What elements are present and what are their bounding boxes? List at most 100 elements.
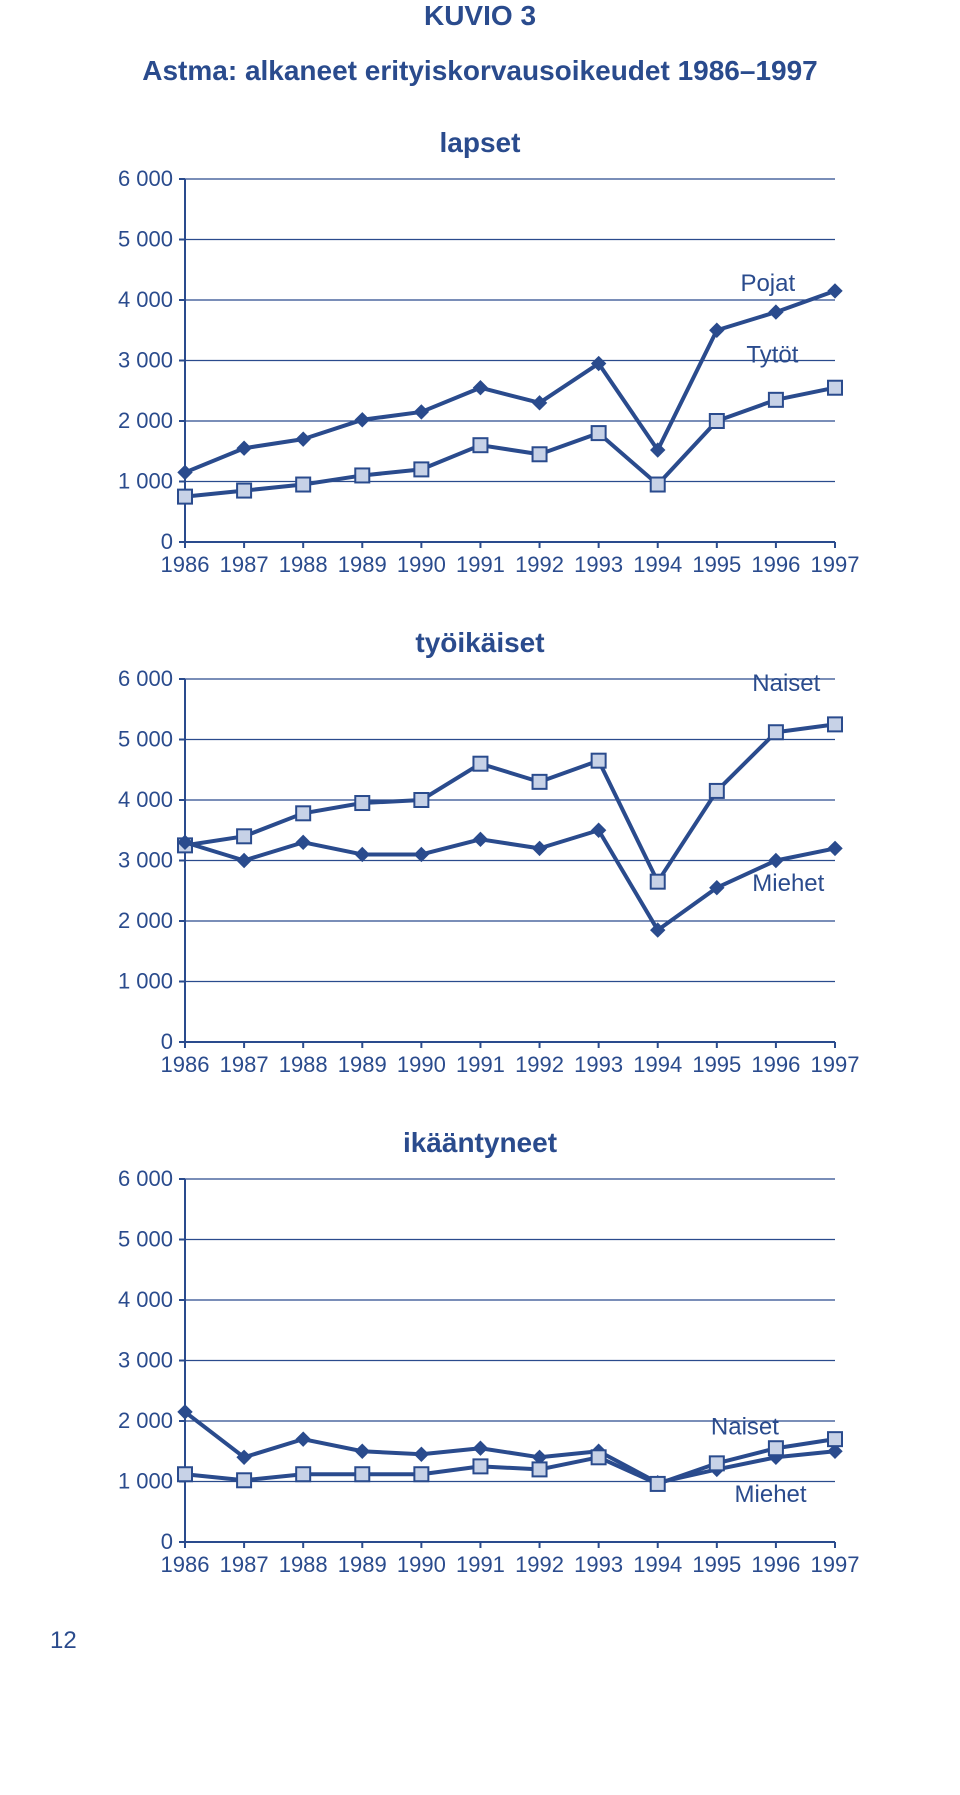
- x-tick-label: 1996: [751, 1052, 800, 1077]
- x-tick-label: 1992: [515, 1552, 564, 1577]
- x-tick-label: 1989: [338, 1052, 387, 1077]
- marker-square: [828, 1432, 842, 1446]
- y-tick-label: 2 000: [118, 1408, 173, 1433]
- series-label: Miehet: [735, 1481, 807, 1508]
- chart-bg: [100, 1167, 860, 1597]
- x-tick-label: 1987: [220, 552, 269, 577]
- x-tick-label: 1988: [279, 1052, 328, 1077]
- marker-square: [473, 438, 487, 452]
- chart-slot-tyoikaiset: työikäiset 0 1 000 2 000 3 000 4 000 5 000 6 0…: [50, 627, 910, 1097]
- marker-square: [237, 1474, 251, 1488]
- y-tick-label: 4 000: [118, 1287, 173, 1312]
- marker-square: [828, 718, 842, 732]
- series-label: Naiset: [752, 670, 820, 697]
- x-tick-label: 1993: [574, 552, 623, 577]
- x-tick-label: 1994: [633, 1052, 682, 1077]
- x-tick-label: 1991: [456, 552, 505, 577]
- page-number: 12: [50, 1627, 910, 1655]
- y-tick-label: 6 000: [118, 1167, 173, 1191]
- y-tick-label: 5 000: [118, 227, 173, 252]
- series-label: Tytöt: [746, 342, 798, 369]
- x-tick-label: 1994: [633, 1552, 682, 1577]
- chart-svg-tyoikaiset: 0 1 000 2 000 3 000 4 000 5 000 6 000 1986 1987 1…: [100, 667, 860, 1097]
- marker-square: [533, 775, 547, 789]
- y-tick-label: 3 000: [118, 848, 173, 873]
- x-tick-label: 1986: [161, 1552, 210, 1577]
- marker-square: [533, 448, 547, 462]
- x-tick-label: 1996: [751, 1552, 800, 1577]
- y-tick-label: 3 000: [118, 1348, 173, 1373]
- marker-square: [178, 1467, 192, 1481]
- chart-svg-lapset: 0 1 000 2 000 3 000 4 000 5 000 6 000 1986 1987 1…: [100, 167, 860, 597]
- y-tick-label: 6 000: [118, 167, 173, 191]
- x-tick-label: 1996: [751, 552, 800, 577]
- y-tick-label: 4 000: [118, 787, 173, 812]
- y-tick-label: 0: [161, 529, 173, 554]
- x-tick-label: 1991: [456, 1052, 505, 1077]
- marker-square: [533, 1463, 547, 1477]
- x-tick-label: 1992: [515, 1052, 564, 1077]
- marker-square: [473, 1460, 487, 1474]
- chart-slot-ikaantyneet: ikääntyneet 0 1 000 2 000 3 000 4 000 5 000 6 …: [50, 1127, 910, 1597]
- marker-square: [592, 1451, 606, 1465]
- y-tick-label: 5 000: [118, 1227, 173, 1252]
- figure-title-l2: Astma: alkaneet erityiskorvausoikeudet 1…: [50, 55, 910, 87]
- x-tick-label: 1993: [574, 1052, 623, 1077]
- marker-square: [828, 381, 842, 395]
- y-tick-label: 1 000: [118, 469, 173, 494]
- y-tick-label: 6 000: [118, 667, 173, 691]
- chart-ikaantyneet: 01 0002 0003 0004 0005 0006 000198619871…: [50, 1167, 910, 1597]
- marker-square: [237, 830, 251, 844]
- x-tick-label: 1995: [692, 1552, 741, 1577]
- x-tick-label: 1986: [161, 1052, 210, 1077]
- marker-square: [769, 1441, 783, 1455]
- marker-square: [237, 484, 251, 498]
- x-tick-label: 1997: [811, 1052, 860, 1077]
- page: KUVIO 3 Astma: alkaneet erityiskorvausoi…: [0, 0, 960, 1695]
- x-tick-label: 1997: [811, 1552, 860, 1577]
- series-label: Pojat: [740, 270, 795, 297]
- marker-square: [710, 784, 724, 798]
- x-tick-label: 1987: [220, 1052, 269, 1077]
- y-tick-label: 3 000: [118, 348, 173, 373]
- y-tick-label: 4 000: [118, 287, 173, 312]
- panel-title-ikaantyneet: ikääntyneet: [50, 1127, 910, 1159]
- marker-square: [414, 463, 428, 477]
- y-tick-label: 1 000: [118, 1469, 173, 1494]
- x-tick-label: 1990: [397, 1052, 446, 1077]
- panel-title-lapset: lapset: [50, 127, 910, 159]
- x-tick-label: 1993: [574, 1552, 623, 1577]
- x-tick-label: 1995: [692, 552, 741, 577]
- y-tick-label: 2 000: [118, 408, 173, 433]
- marker-square: [296, 478, 310, 492]
- chart-slot-lapset: lapset 0 1 000 2 000 3 000 4 000 5 000 6 000 19…: [50, 127, 910, 597]
- series-label: Miehet: [752, 870, 824, 897]
- x-tick-label: 1988: [279, 552, 328, 577]
- marker-square: [592, 426, 606, 440]
- marker-square: [651, 875, 665, 889]
- y-tick-label: 5 000: [118, 727, 173, 752]
- x-tick-label: 1992: [515, 552, 564, 577]
- marker-square: [651, 478, 665, 492]
- marker-square: [355, 796, 369, 810]
- x-tick-label: 1995: [692, 1052, 741, 1077]
- y-tick-label: 1 000: [118, 969, 173, 994]
- chart-lapset: 0 1 000 2 000 3 000 4 000 5 000 6 000 1986 1987 1…: [50, 167, 910, 597]
- marker-square: [355, 1467, 369, 1481]
- marker-square: [710, 414, 724, 428]
- y-tick-label: 2 000: [118, 908, 173, 933]
- x-tick-label: 1991: [456, 1552, 505, 1577]
- marker-square: [414, 793, 428, 807]
- chart-tyoikaiset: 0 1 000 2 000 3 000 4 000 5 000 6 000 1986 1987 1…: [50, 667, 910, 1097]
- y-tick-label: 0: [161, 1529, 173, 1554]
- panel-title-tyoikaiset: työikäiset: [50, 627, 910, 659]
- marker-square: [769, 725, 783, 739]
- marker-square: [355, 469, 369, 483]
- y-tick-label: 0: [161, 1029, 173, 1054]
- x-tick-label: 1997: [811, 552, 860, 577]
- marker-square: [414, 1467, 428, 1481]
- x-tick-label: 1986: [161, 552, 210, 577]
- x-tick-label: 1988: [279, 1552, 328, 1577]
- chart-svg-ikaantyneet: 01 0002 0003 0004 0005 0006 000198619871…: [100, 1167, 860, 1597]
- x-tick-label: 1994: [633, 552, 682, 577]
